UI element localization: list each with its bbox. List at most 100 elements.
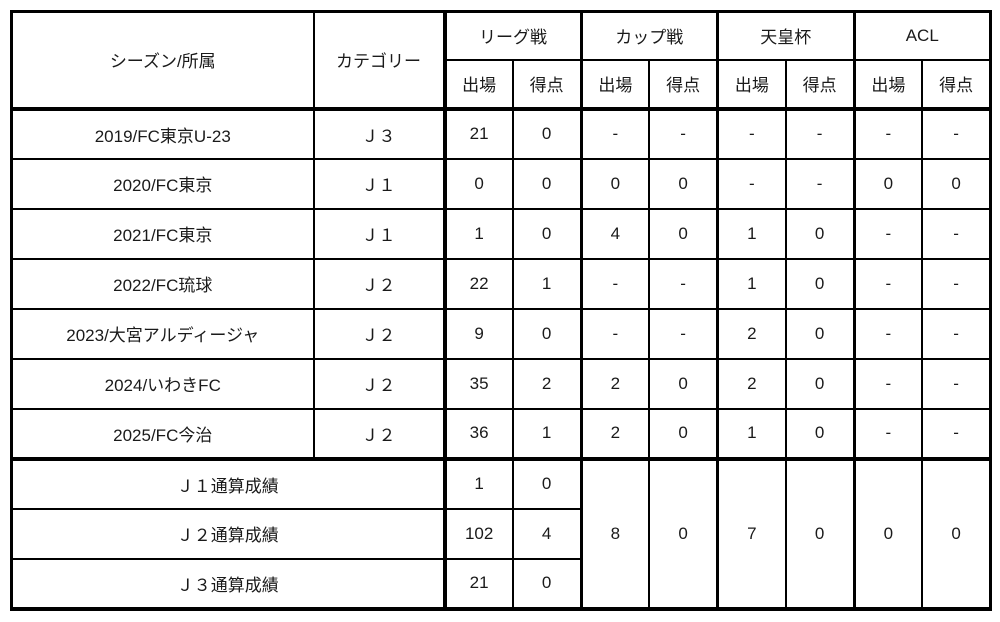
category-cell: Ｊ２: [312, 407, 446, 460]
total-label-cell: Ｊ２通算成績: [10, 507, 446, 560]
stat-cell: 0: [852, 157, 924, 210]
category-cell: Ｊ３: [312, 107, 446, 160]
stat-cell: 21: [442, 107, 514, 160]
category-column-header: カテゴリー: [312, 10, 446, 111]
table-row: 2022/FC琉球 Ｊ２ 22 1 - - 1 0 - -: [10, 257, 992, 310]
stat-cell: -: [921, 107, 992, 160]
stat-cell: 0: [784, 407, 856, 460]
header-row-groups: シーズン/所属 カテゴリー リーグ戦 カップ戦 天皇杯 ACL: [10, 10, 992, 111]
stat-cell: 0: [511, 307, 583, 360]
stat-cell: -: [784, 157, 856, 210]
stat-cell: -: [784, 107, 856, 160]
merged-total-cell: 0: [648, 456, 719, 610]
stat-cell: 1: [715, 257, 787, 310]
stat-cell: -: [648, 257, 719, 310]
season-cell: 2025/FC今治: [10, 407, 315, 460]
total-stat-cell: 21: [442, 557, 514, 610]
stat-cell: 2: [579, 357, 651, 410]
stat-cell: -: [921, 407, 992, 460]
stat-cell: 1: [715, 207, 787, 260]
merged-total-cell: 0: [784, 456, 856, 610]
subheader-goals: 得点: [921, 58, 992, 111]
table-row: 2023/大宮アルディージャ Ｊ２ 9 0 - - 2 0 - -: [10, 307, 992, 360]
stat-cell: 36: [442, 407, 514, 460]
category-cell: Ｊ２: [312, 357, 446, 410]
total-stat-cell: 4: [511, 507, 583, 560]
season-cell: 2021/FC東京: [10, 207, 315, 260]
stat-cell: 0: [648, 357, 719, 410]
season-cell: 2019/FC東京U-23: [10, 107, 315, 160]
stat-cell: 9: [442, 307, 514, 360]
stat-cell: 2: [715, 307, 787, 360]
category-cell: Ｊ１: [312, 157, 446, 210]
stat-cell: -: [579, 257, 651, 310]
stat-cell: 2: [715, 357, 787, 410]
table-row: 2024/いわきFC Ｊ２ 35 2 2 0 2 0 - -: [10, 357, 992, 410]
table-row: 2020/FC東京 Ｊ１ 0 0 0 0 - - 0 0: [10, 157, 992, 210]
totals-row: Ｊ３通算成績 21 0: [10, 557, 991, 610]
stat-cell: 1: [442, 207, 514, 260]
stat-cell: 0: [648, 207, 719, 260]
total-stat-cell: 0: [511, 456, 583, 510]
stat-cell: -: [852, 357, 924, 410]
total-label-cell: Ｊ３通算成績: [10, 557, 446, 610]
stat-cell: 0: [648, 157, 719, 210]
merged-total-cell: 0: [921, 456, 992, 610]
total-stat-cell: 0: [511, 557, 583, 610]
totals-row: Ｊ１通算成績 1 0 8 0 7 0 0 0: [10, 456, 992, 610]
total-stat-cell: 1: [442, 456, 514, 510]
stat-cell: 0: [579, 157, 651, 210]
career-stats-table: シーズン/所属 カテゴリー リーグ戦 カップ戦 天皇杯 ACL 出場 得点 出場…: [10, 10, 992, 611]
stat-cell: -: [579, 307, 651, 360]
stat-cell: 0: [511, 207, 583, 260]
subheader-apps: 出場: [715, 58, 787, 111]
stat-cell: -: [579, 107, 651, 160]
subheader-apps: 出場: [442, 58, 514, 111]
stat-cell: 0: [784, 357, 856, 410]
totals-row: Ｊ２通算成績 102 4: [10, 507, 991, 560]
stat-cell: -: [648, 107, 719, 160]
stat-cell: 0: [442, 157, 514, 210]
table-row: 2021/FC東京 Ｊ１ 1 0 4 0 1 0 - -: [10, 207, 992, 260]
season-cell: 2022/FC琉球: [10, 257, 315, 310]
subheader-goals: 得点: [784, 58, 856, 111]
stat-cell: -: [852, 107, 924, 160]
stat-cell: -: [715, 107, 787, 160]
total-label-cell: Ｊ１通算成績: [10, 456, 446, 510]
category-cell: Ｊ２: [312, 257, 446, 310]
stat-cell: 1: [511, 407, 583, 460]
stat-cell: -: [921, 257, 992, 310]
subheader-goals: 得点: [511, 58, 583, 111]
stat-cell: 22: [442, 257, 514, 310]
stat-cell: 0: [784, 307, 856, 360]
total-stat-cell: 102: [442, 507, 514, 560]
stat-cell: 0: [648, 407, 719, 460]
stat-cell: 4: [579, 207, 651, 260]
season-cell: 2024/いわきFC: [10, 357, 315, 410]
header-row-sub: 出場 得点 出場 得点 出場 得点 出場 得点: [12, 58, 992, 111]
stat-cell: -: [852, 207, 924, 260]
group-header-league: リーグ戦: [442, 10, 582, 61]
subheader-apps: 出場: [852, 58, 924, 111]
group-header-acl: ACL: [852, 10, 992, 61]
merged-total-cell: 8: [579, 456, 651, 610]
stat-cell: -: [921, 357, 992, 410]
table-row: 2025/FC今治 Ｊ２ 36 1 2 0 1 0 - -: [10, 407, 992, 460]
season-column-header: シーズン/所属: [10, 10, 315, 111]
stat-cell: 0: [511, 157, 583, 210]
category-cell: Ｊ２: [312, 307, 446, 360]
merged-total-cell: 7: [715, 456, 787, 610]
stat-cell: 1: [511, 257, 583, 310]
merged-total-cell: 0: [852, 456, 924, 610]
category-cell: Ｊ１: [312, 207, 446, 260]
season-cell: 2020/FC東京: [10, 157, 315, 210]
subheader-apps: 出場: [579, 58, 651, 111]
stat-cell: 0: [784, 207, 856, 260]
stat-cell: 0: [921, 157, 992, 210]
season-cell: 2023/大宮アルディージャ: [10, 307, 315, 360]
table-row: 2019/FC東京U-23 Ｊ３ 21 0 - - - - - -: [10, 107, 992, 160]
group-header-cup: カップ戦: [579, 10, 719, 61]
stat-cell: 0: [784, 257, 856, 310]
stat-cell: -: [921, 207, 992, 260]
